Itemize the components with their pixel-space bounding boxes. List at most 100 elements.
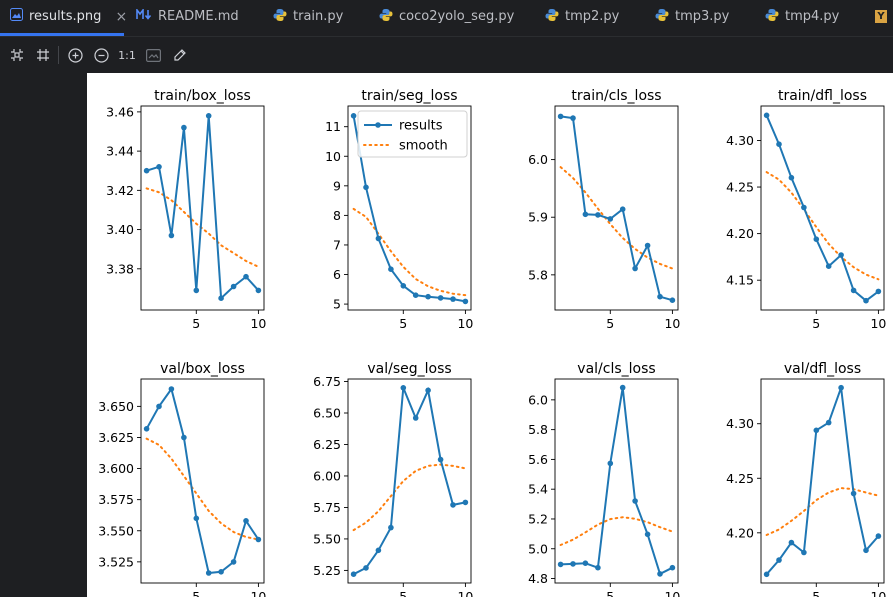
y-tick-label: 4.20 bbox=[726, 226, 754, 241]
y-tick-label: 4.30 bbox=[726, 133, 754, 148]
results-point bbox=[218, 569, 224, 575]
tab-tmp4-py[interactable]: tmp4.py bbox=[765, 0, 839, 33]
tab-label: tmp2.py bbox=[565, 9, 620, 24]
results-point bbox=[450, 502, 456, 508]
tab-train-py[interactable]: train.py bbox=[273, 0, 343, 33]
y-tick-label: 5.9 bbox=[528, 210, 548, 225]
tab-tmp2-py[interactable]: tmp2.py bbox=[545, 0, 619, 33]
editor-gutter bbox=[0, 73, 87, 597]
y-tick-label: 3.650 bbox=[98, 399, 134, 414]
subplot-val-box-loss: val/box_loss 3.525 3.550 3.575 3.600 3.625 3.6… bbox=[98, 361, 266, 597]
results-point bbox=[181, 124, 187, 131]
x-tick-label: 10 bbox=[457, 316, 473, 331]
results-point bbox=[425, 293, 431, 300]
results-point bbox=[412, 292, 419, 298]
python-icon bbox=[379, 8, 393, 26]
tab-yaml[interactable]: Y bbox=[875, 0, 887, 33]
tab-label: results.png bbox=[29, 9, 102, 24]
y-tick-label: 5.0 bbox=[528, 541, 548, 556]
y-tick-label: 8 bbox=[333, 208, 341, 223]
chart-title: val/dfl_loss bbox=[784, 361, 861, 377]
plot-frame bbox=[554, 378, 679, 584]
fit-icon[interactable] bbox=[8, 46, 26, 64]
results-point bbox=[850, 287, 857, 294]
results-point bbox=[363, 184, 369, 191]
tab-readme-md[interactable]: README.md bbox=[136, 0, 239, 33]
plot-frame bbox=[347, 378, 472, 584]
editor-tab-bar: results.png × README.md train.py coco2yo… bbox=[0, 0, 893, 36]
y-tick-label: 4.15 bbox=[726, 273, 754, 288]
y-tick-label: 6.00 bbox=[313, 468, 341, 483]
x-tick-label: 10 bbox=[664, 589, 680, 597]
results-point bbox=[350, 571, 357, 577]
y-tick-label: 4.8 bbox=[528, 571, 548, 586]
results-point bbox=[412, 415, 419, 421]
grid-icon[interactable] bbox=[34, 46, 52, 64]
x-tick-label: 10 bbox=[870, 316, 886, 331]
y-tick-label: 6.75 bbox=[313, 374, 341, 389]
y-tick-label: 3.42 bbox=[106, 183, 134, 198]
results-point bbox=[450, 296, 456, 302]
results-point bbox=[388, 266, 394, 272]
results-point bbox=[243, 518, 249, 524]
results-point bbox=[143, 167, 150, 174]
y-tick-label: 4.25 bbox=[726, 180, 754, 195]
results-point bbox=[632, 498, 638, 504]
python-icon bbox=[655, 8, 669, 26]
image-viewport[interactable]: train/box_loss 3.38 3.40 3.42 3.44 3.46 5 10 tra… bbox=[87, 73, 893, 597]
y-tick-label: 3.38 bbox=[106, 261, 134, 276]
x-tick-label: 10 bbox=[250, 316, 266, 331]
x-tick-label: 5 bbox=[606, 316, 614, 331]
tab-label: train.py bbox=[293, 9, 344, 24]
y-tick-label: 4.25 bbox=[726, 471, 754, 486]
results-point bbox=[193, 287, 200, 294]
results-point bbox=[619, 384, 626, 391]
results-point bbox=[669, 564, 676, 571]
results-series-line bbox=[146, 115, 260, 301]
results-point bbox=[657, 571, 663, 577]
smooth-series-line bbox=[145, 187, 260, 268]
tab-label: tmp4.py bbox=[785, 9, 840, 24]
tab-coco2yolo-seg-py[interactable]: coco2yolo_seg.py bbox=[379, 0, 514, 33]
zoom-in-icon[interactable] bbox=[66, 46, 84, 64]
results-point bbox=[607, 460, 614, 467]
smooth-series-line bbox=[352, 463, 467, 532]
tab-label: README.md bbox=[158, 9, 239, 24]
results-point bbox=[838, 252, 844, 258]
y-tick-label: 5.8 bbox=[528, 422, 548, 437]
markdown-icon bbox=[136, 7, 152, 24]
chart-title: val/box_loss bbox=[160, 361, 245, 377]
y-tick-label: 5 bbox=[333, 297, 341, 312]
background-icon[interactable] bbox=[144, 46, 162, 64]
subplot-val-dfl-loss: val/dfl_loss 4.20 4.25 4.30 5 10 bbox=[726, 361, 886, 597]
close-icon[interactable]: × bbox=[115, 8, 128, 25]
chart-title: train/dfl_loss bbox=[778, 88, 867, 104]
results-point bbox=[168, 232, 175, 239]
results-point bbox=[570, 115, 576, 121]
x-tick-label: 5 bbox=[399, 316, 407, 331]
zoom-out-icon[interactable] bbox=[92, 46, 110, 64]
python-icon bbox=[765, 8, 779, 26]
tab-results-png[interactable]: results.png × bbox=[10, 0, 127, 33]
subplot-train-cls-loss: train/cls_loss 5.8 5.9 6.0 5 10 bbox=[528, 88, 680, 331]
plot-frame bbox=[140, 105, 265, 311]
results-point bbox=[657, 293, 663, 300]
x-tick-label: 5 bbox=[399, 589, 407, 597]
y-tick-label: 3.40 bbox=[106, 222, 134, 237]
results-series-line bbox=[145, 386, 260, 575]
results-point bbox=[788, 174, 795, 181]
subplot-train-box-loss: train/box_loss 3.38 3.40 3.42 3.44 3.46 5 10 bbox=[106, 88, 266, 331]
results-point bbox=[776, 141, 782, 147]
results-point bbox=[595, 212, 601, 218]
results-point bbox=[788, 539, 795, 546]
color-picker-icon[interactable] bbox=[171, 46, 189, 64]
x-tick-label: 10 bbox=[250, 589, 266, 597]
results-point bbox=[400, 385, 407, 391]
plot-frame bbox=[760, 105, 885, 311]
x-tick-label: 5 bbox=[812, 589, 820, 597]
tab-tmp3-py[interactable]: tmp3.py bbox=[655, 0, 729, 33]
y-tick-label: 6.50 bbox=[313, 406, 341, 421]
results-point bbox=[801, 204, 807, 211]
actual-size-button[interactable]: 1:1 bbox=[118, 48, 136, 62]
results-series-line bbox=[765, 114, 880, 302]
